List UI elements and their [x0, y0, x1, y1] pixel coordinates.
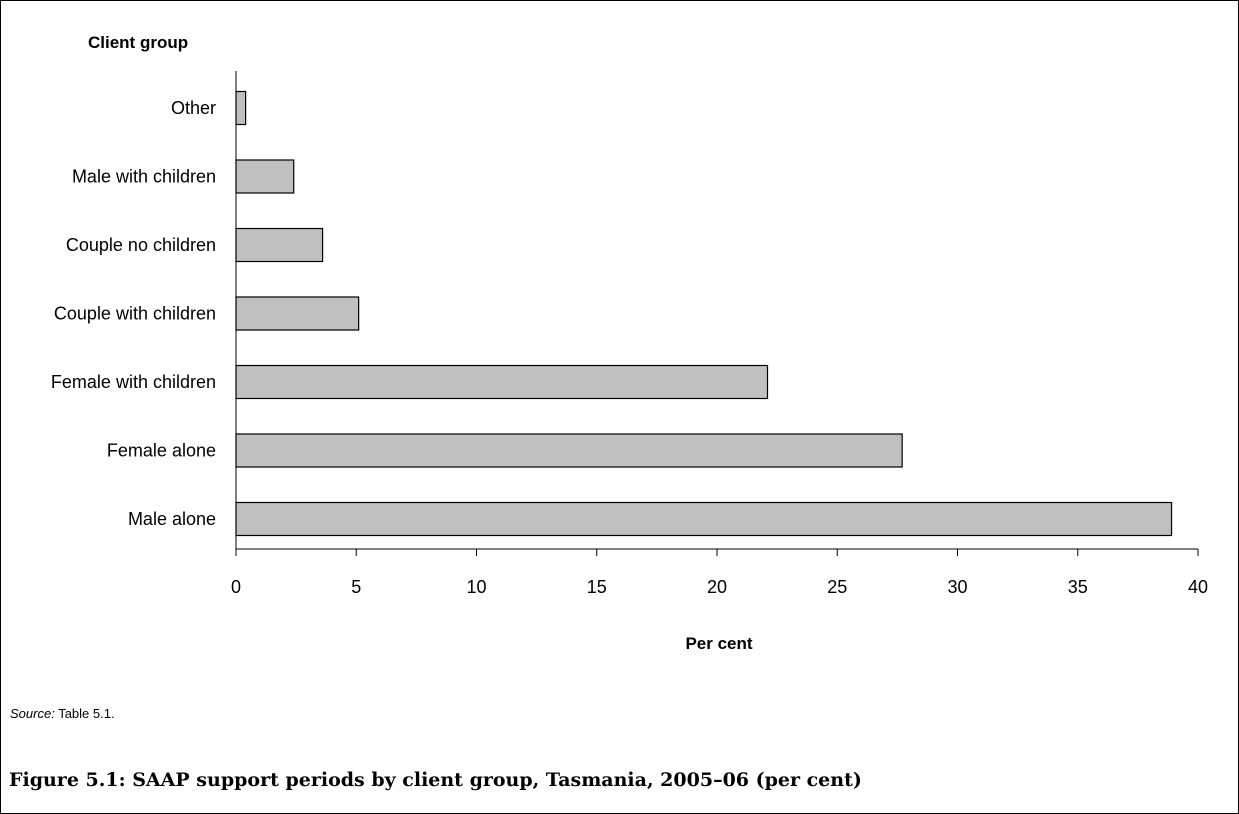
bar-female-alone [235, 433, 903, 468]
x-tick-label: 40 [1188, 577, 1208, 597]
category-label: Other [171, 98, 216, 118]
x-tick-label: 20 [707, 577, 727, 597]
category-label: Female with children [51, 372, 216, 392]
x-tick-label: 15 [587, 577, 607, 597]
bar-chart: Client group Male alone Female alone Femal… [51, 33, 1208, 653]
category-label: Male alone [128, 509, 216, 529]
x-tick-label: 25 [827, 577, 847, 597]
x-tick-label: 10 [466, 577, 486, 597]
bars-layer [235, 90, 1173, 537]
source-prefix: Source: [10, 706, 55, 721]
bar-female-with-children [235, 364, 769, 400]
category-label: Couple with children [54, 304, 216, 324]
x-axis-title: Per cent [685, 634, 752, 653]
bar-male-with-children [235, 159, 295, 194]
x-axis-ticks: 0 5 10 15 20 25 30 35 40 [231, 549, 1208, 597]
bar-other [235, 90, 247, 126]
category-label: Couple no children [66, 235, 216, 255]
y-axis-title: Client group [88, 33, 188, 52]
category-label: Female alone [107, 441, 216, 461]
bar-couple-with-children [235, 296, 360, 331]
category-labels: Male alone Female alone Female with childr… [51, 98, 216, 529]
x-tick-label: 35 [1068, 577, 1088, 597]
figure-caption: Figure 5.1: SAAP support periods by clie… [9, 769, 862, 791]
bar-couple-no-children [235, 227, 324, 263]
bar-male-alone [235, 501, 1173, 537]
category-label: Male with children [72, 167, 216, 187]
source-note: Source: Table 5.1. [10, 706, 115, 721]
x-tick-label: 0 [231, 577, 241, 597]
source-text: Table 5.1. [54, 706, 115, 721]
x-tick-label: 30 [947, 577, 967, 597]
x-tick-label: 5 [351, 577, 361, 597]
